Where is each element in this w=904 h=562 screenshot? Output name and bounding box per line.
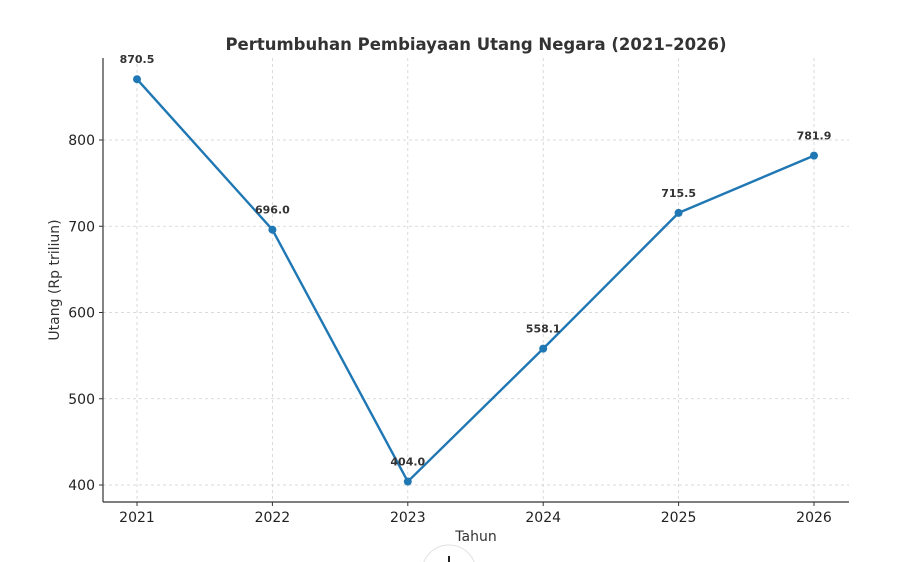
data-point-marker — [133, 75, 141, 84]
x-axis-label: Tahun — [454, 529, 496, 545]
x-tick-label: 2026 — [796, 510, 832, 526]
x-axis-ticks: 2021 2022 2023 2024 2025 2026 — [119, 502, 832, 526]
data-point-marker — [403, 477, 412, 486]
x-tick-label: 2023 — [390, 510, 426, 526]
data-point-marker — [810, 151, 818, 160]
data-point-marker — [268, 225, 277, 234]
y-tick-label: 600 — [68, 306, 95, 322]
data-point-marker — [674, 208, 683, 217]
x-tick-label: 2024 — [525, 510, 561, 526]
axes — [102, 58, 849, 503]
scroll-bubble[interactable] — [422, 544, 476, 562]
data-label: 781.9 — [797, 130, 832, 143]
chart-title: Pertumbuhan Pembiayaan Utang Negara (202… — [225, 35, 726, 54]
y-tick-label: 500 — [68, 392, 95, 408]
x-tick-label: 2025 — [661, 510, 697, 526]
data-series — [133, 75, 818, 486]
series-line — [136, 78, 815, 483]
data-label: 404.0 — [390, 456, 425, 469]
scroll-down-button[interactable] — [422, 544, 476, 562]
y-axis-ticks: 400 500 600 700 800 — [68, 133, 103, 494]
grid-lines — [103, 58, 849, 502]
data-label: 870.5 — [120, 53, 155, 66]
data-label: 715.5 — [661, 187, 696, 200]
data-point-marker — [539, 344, 548, 353]
y-tick-label: 700 — [68, 219, 95, 235]
y-tick-label: 400 — [68, 478, 95, 494]
y-axis-label: Utang (Rp triliun) — [47, 219, 63, 340]
data-labels: 870.5 696.0 404.0 558.1 715.5 781.9 — [120, 53, 832, 468]
data-label: 696.0 — [255, 204, 290, 217]
y-tick-label: 800 — [68, 133, 95, 149]
data-label: 558.1 — [526, 323, 561, 336]
x-tick-label: 2022 — [255, 510, 291, 526]
x-tick-label: 2021 — [119, 510, 155, 526]
